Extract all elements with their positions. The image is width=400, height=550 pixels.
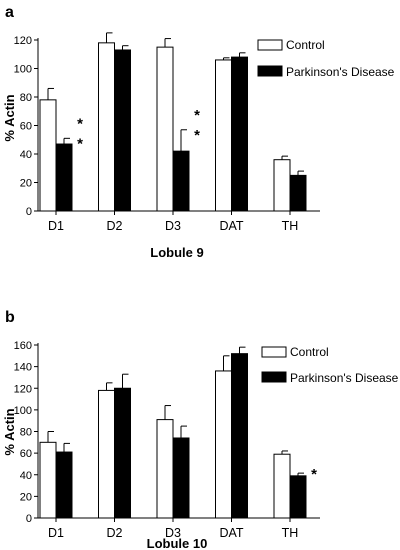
legend-label-control: Control <box>290 345 329 359</box>
panel-a-plot: 0 20 40 60 80 100 120 D1 D2 D3 DAT TH * * * * <box>14 32 320 233</box>
bar-parkinsons <box>114 49 131 212</box>
panel-b: b % Actin Lobule 10 Control Parkinson's … <box>2 309 399 550</box>
bar-parkinsons <box>172 150 190 212</box>
bar-control <box>215 370 232 519</box>
x-tick-label: D3 <box>165 526 181 540</box>
y-tick-label: 120 <box>14 35 32 47</box>
y-tick-label: 60 <box>20 121 32 133</box>
bar-control <box>98 389 115 519</box>
panel-a: a % Actin Lobule 9 Control Parkinson's D… <box>2 4 395 260</box>
legend-label-parkinsons: Parkinson's Disease <box>290 371 399 385</box>
bar-parkinsons <box>231 56 248 212</box>
significance-marker: * <box>194 127 200 144</box>
legend-swatch-control <box>257 39 283 51</box>
y-tick-label: 40 <box>20 149 32 161</box>
legend-label-control: Control <box>286 38 325 52</box>
y-tick-label: 140 <box>14 362 32 374</box>
significance-marker: * <box>194 107 200 124</box>
bar-control <box>98 42 115 212</box>
y-tick-label: 80 <box>20 92 32 104</box>
x-tick-label: D3 <box>165 219 181 233</box>
bar-parkinsons <box>231 353 248 519</box>
x-tick-label: D2 <box>107 526 123 540</box>
legend-swatch-parkinsons <box>261 371 287 383</box>
panel-a-label: a <box>5 4 14 21</box>
bar-control <box>273 453 291 519</box>
legend-swatch-parkinsons <box>257 65 283 77</box>
panel-b-legend: Control Parkinson's Disease <box>261 345 399 385</box>
significance-marker: * <box>77 115 83 132</box>
panel-a-legend: Control Parkinson's Disease <box>257 38 395 79</box>
y-tick-label: 60 <box>20 448 32 460</box>
bar-parkinsons <box>114 387 131 519</box>
panel-b-x-axis-title: Lobule 10 <box>147 536 208 550</box>
y-tick-label: 80 <box>20 427 32 439</box>
y-tick-label: 100 <box>14 64 32 76</box>
significance-marker: * <box>77 135 83 152</box>
x-tick-label: D2 <box>107 219 123 233</box>
bar-control <box>215 59 232 212</box>
bar-parkinsons <box>289 475 307 519</box>
bar-parkinsons <box>55 143 73 212</box>
bar-control <box>39 99 57 212</box>
y-tick-label: 40 <box>20 470 32 482</box>
bar-control <box>156 46 174 212</box>
y-tick-label: 0 <box>26 513 32 525</box>
x-tick-label: TH <box>282 219 299 233</box>
panel-a-x-axis-title: Lobule 9 <box>150 245 203 260</box>
bar-parkinsons <box>55 451 73 519</box>
y-tick-label: 120 <box>14 383 32 395</box>
legend-swatch-control <box>261 346 287 358</box>
panel-b-y-axis-title: % Actin <box>2 408 17 455</box>
y-tick-label: 100 <box>14 405 32 417</box>
significance-marker: * <box>311 466 317 483</box>
x-tick-label: D1 <box>48 526 64 540</box>
panel-a-y-axis-title: % Actin <box>2 94 17 141</box>
y-tick-label: 160 <box>14 340 32 352</box>
panel-b-label: b <box>5 309 15 326</box>
panel-b-plot: 0 20 40 60 80 100 120 140 160 D1 D2 D3 DAT TH * <box>14 340 320 540</box>
x-tick-label: TH <box>282 526 299 540</box>
bar-control <box>273 159 291 212</box>
bar-control <box>156 419 174 519</box>
legend-label-parkinsons: Parkinson's Disease <box>286 65 395 79</box>
x-tick-label: DAT <box>219 219 243 233</box>
y-tick-label: 20 <box>20 178 32 190</box>
y-tick-label: 20 <box>20 491 32 503</box>
x-tick-label: D1 <box>48 219 64 233</box>
x-tick-label: DAT <box>219 526 243 540</box>
bar-parkinsons <box>172 437 190 519</box>
bar-control <box>39 441 57 519</box>
bar-parkinsons <box>289 174 307 212</box>
y-tick-label: 0 <box>26 206 32 218</box>
